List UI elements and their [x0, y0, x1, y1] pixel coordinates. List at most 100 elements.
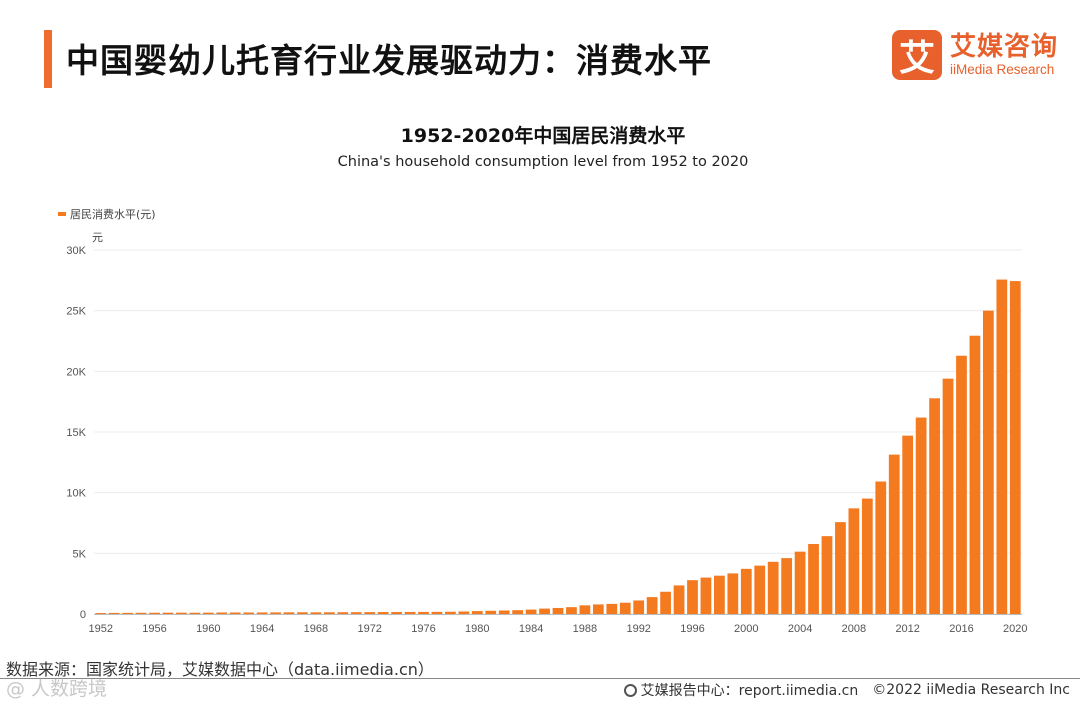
footer-info: 艾媒报告中心：report.iimedia.cn ©2022 iiMedia R…: [623, 680, 1070, 700]
bar-1953: [108, 612, 120, 614]
bar-1987: [566, 607, 577, 614]
bar-2005: [808, 543, 819, 614]
x-tick-label: 1976: [411, 623, 435, 635]
bar-1967: [297, 612, 308, 614]
legend-swatch-icon: [58, 212, 66, 216]
bar-1954: [122, 612, 134, 614]
logo-text: 艾媒咨询 iiMedia Research: [950, 34, 1058, 77]
x-tick-label: 1992: [626, 623, 650, 635]
x-tick-label: 1960: [196, 623, 220, 635]
bar-1965: [270, 612, 281, 614]
bar-2001: [754, 565, 766, 614]
bar-2004: [794, 551, 806, 614]
bar-1984: [525, 609, 537, 614]
bar-2008: [848, 508, 860, 614]
bar-1990: [606, 603, 618, 614]
bar-2000: [740, 568, 752, 614]
bar-2016: [956, 355, 967, 614]
bar-1986: [552, 607, 564, 614]
bar-1966: [283, 612, 295, 614]
y-tick-label: 10K: [66, 488, 86, 500]
y-tick-label: 30K: [66, 245, 86, 257]
title-accent-bar: [44, 30, 52, 88]
y-tick-label: 25K: [66, 306, 86, 318]
x-tick-label: 1968: [304, 623, 328, 635]
y-tick-label: 0: [80, 609, 86, 621]
bar-1998: [714, 575, 725, 614]
x-tick-label: 1952: [88, 623, 112, 635]
globe-icon: [623, 683, 637, 697]
page-title: 中国婴幼儿托育行业发展驱动力：消费水平: [66, 41, 712, 80]
bar-1956: [149, 612, 160, 614]
x-tick-label: 2016: [949, 623, 973, 635]
report-center-link[interactable]: 艾媒报告中心：report.iimedia.cn: [640, 683, 859, 699]
bar-1981: [485, 610, 497, 614]
bar-2002: [767, 561, 779, 614]
bar-1969: [323, 612, 335, 614]
x-tick-label: 2008: [842, 623, 866, 635]
bar-1968: [310, 612, 322, 614]
x-tick-label: 2012: [895, 623, 919, 635]
legend-label: 居民消费水平(元): [70, 208, 156, 221]
copyright-text: ©2022 iiMedia Research Inc: [872, 682, 1070, 698]
bar-1999: [727, 573, 739, 614]
bar-1975: [404, 611, 416, 614]
bar-2017: [969, 335, 981, 614]
x-tick-label: 1996: [680, 623, 704, 635]
bar-1973: [377, 612, 389, 614]
chart-title: 1952-2020年中国居民消费水平: [400, 125, 686, 147]
bar-2019: [996, 279, 1008, 614]
bar-2014: [929, 398, 940, 614]
x-tick-label: 2000: [734, 623, 758, 635]
bar-1997: [700, 577, 712, 614]
x-tick-label: 1988: [573, 623, 597, 635]
bar-1982: [498, 610, 510, 614]
bar-1957: [162, 612, 174, 614]
x-tick-label: 2020: [1003, 623, 1027, 635]
bar-1991: [619, 602, 631, 614]
bar-1979: [458, 611, 470, 614]
bar-2009: [861, 498, 873, 614]
x-tick-label: 1964: [250, 623, 274, 635]
bar-2011: [888, 454, 900, 614]
bar-1985: [539, 608, 550, 614]
bar-1964: [256, 612, 268, 614]
bar-1988: [579, 605, 591, 614]
x-tick-label: 2004: [788, 623, 812, 635]
y-tick-label: 5K: [73, 548, 87, 560]
bar-1963: [243, 612, 255, 614]
bar-2018: [982, 310, 994, 614]
bar-1992: [633, 600, 645, 614]
footer-divider: [0, 678, 1080, 679]
bar-1980: [471, 611, 483, 614]
x-tick-label: 1972: [357, 623, 381, 635]
bar-2006: [821, 536, 833, 614]
bar-1974: [391, 612, 402, 614]
bar-1994: [660, 591, 671, 614]
chart-subtitle: China's household consumption level from…: [337, 154, 749, 170]
y-axis-unit-label: 元: [92, 231, 103, 244]
bar-2003: [781, 558, 793, 614]
bar-2013: [915, 417, 927, 614]
bar-1971: [350, 612, 362, 614]
bar-2020: [1009, 281, 1021, 614]
bar-2015: [942, 378, 954, 614]
watermark: @ 人数跨境: [6, 678, 108, 700]
bar-1960: [202, 612, 214, 614]
y-tick-label: 15K: [66, 427, 86, 439]
x-tick-label: 1980: [465, 623, 489, 635]
chart-legend[interactable]: 居民消费水平(元): [58, 206, 156, 222]
x-tick-label: 1984: [519, 623, 543, 635]
bar-2012: [902, 435, 914, 614]
y-tick-label: 20K: [66, 366, 86, 378]
bar-1995: [673, 585, 685, 614]
bar-1952: [95, 613, 107, 614]
bar-2010: [875, 481, 887, 614]
logo-name-cn: 艾媒咨询: [949, 31, 1058, 62]
bar-1989: [592, 604, 604, 614]
bar-1983: [512, 610, 524, 614]
x-tick-label: 1956: [142, 623, 166, 635]
bar-1976: [418, 611, 429, 614]
brand-logo: 艾 艾媒咨询 iiMedia Research: [891, 30, 1058, 80]
